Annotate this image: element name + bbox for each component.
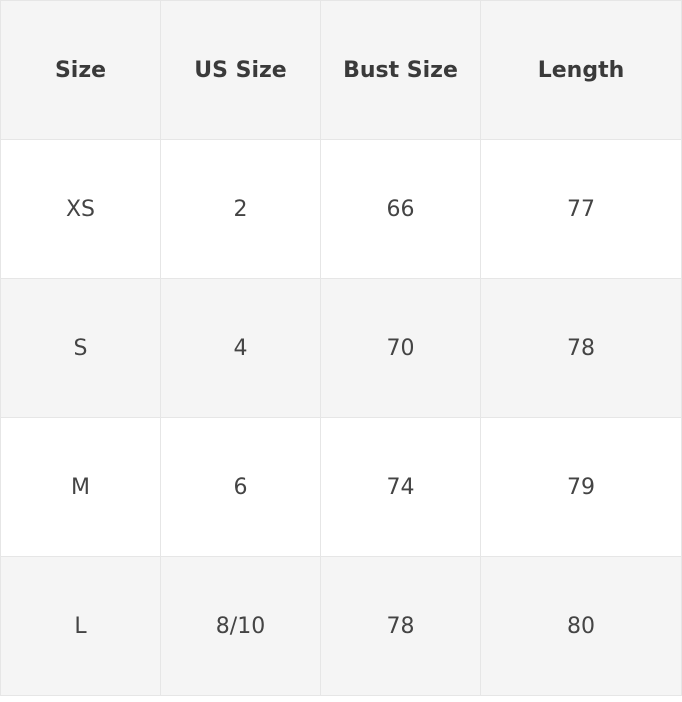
header-cell: Size xyxy=(0,0,161,140)
table-cell: XS xyxy=(0,139,161,279)
table-cell: 70 xyxy=(320,278,481,418)
table-cell: S xyxy=(0,278,161,418)
table-cell: L xyxy=(0,556,161,696)
table-cell: 2 xyxy=(160,139,321,279)
header-cell: Length xyxy=(480,0,682,140)
table-cell: 66 xyxy=(320,139,481,279)
table-cell: 6 xyxy=(160,417,321,557)
header-cell: Bust Size xyxy=(320,0,481,140)
table-row: M 6 74 79 xyxy=(0,417,682,557)
table-cell: 79 xyxy=(480,417,682,557)
header-row: Size US Size Bust Size Length xyxy=(0,0,682,140)
table-cell: 78 xyxy=(320,556,481,696)
table-cell: 78 xyxy=(480,278,682,418)
table-cell: 80 xyxy=(480,556,682,696)
table-cell: 74 xyxy=(320,417,481,557)
table-cell: 77 xyxy=(480,139,682,279)
table-row: XS 2 66 77 xyxy=(0,139,682,279)
table-body: XS 2 66 77 S 4 70 78 M 6 74 79 L 8/10 78 80 xyxy=(0,139,682,696)
table-row: L 8/10 78 80 xyxy=(0,556,682,696)
table-row: S 4 70 78 xyxy=(0,278,682,418)
header-cell: US Size xyxy=(160,0,321,140)
table-cell: M xyxy=(0,417,161,557)
table-cell: 8/10 xyxy=(160,556,321,696)
table-cell: 4 xyxy=(160,278,321,418)
